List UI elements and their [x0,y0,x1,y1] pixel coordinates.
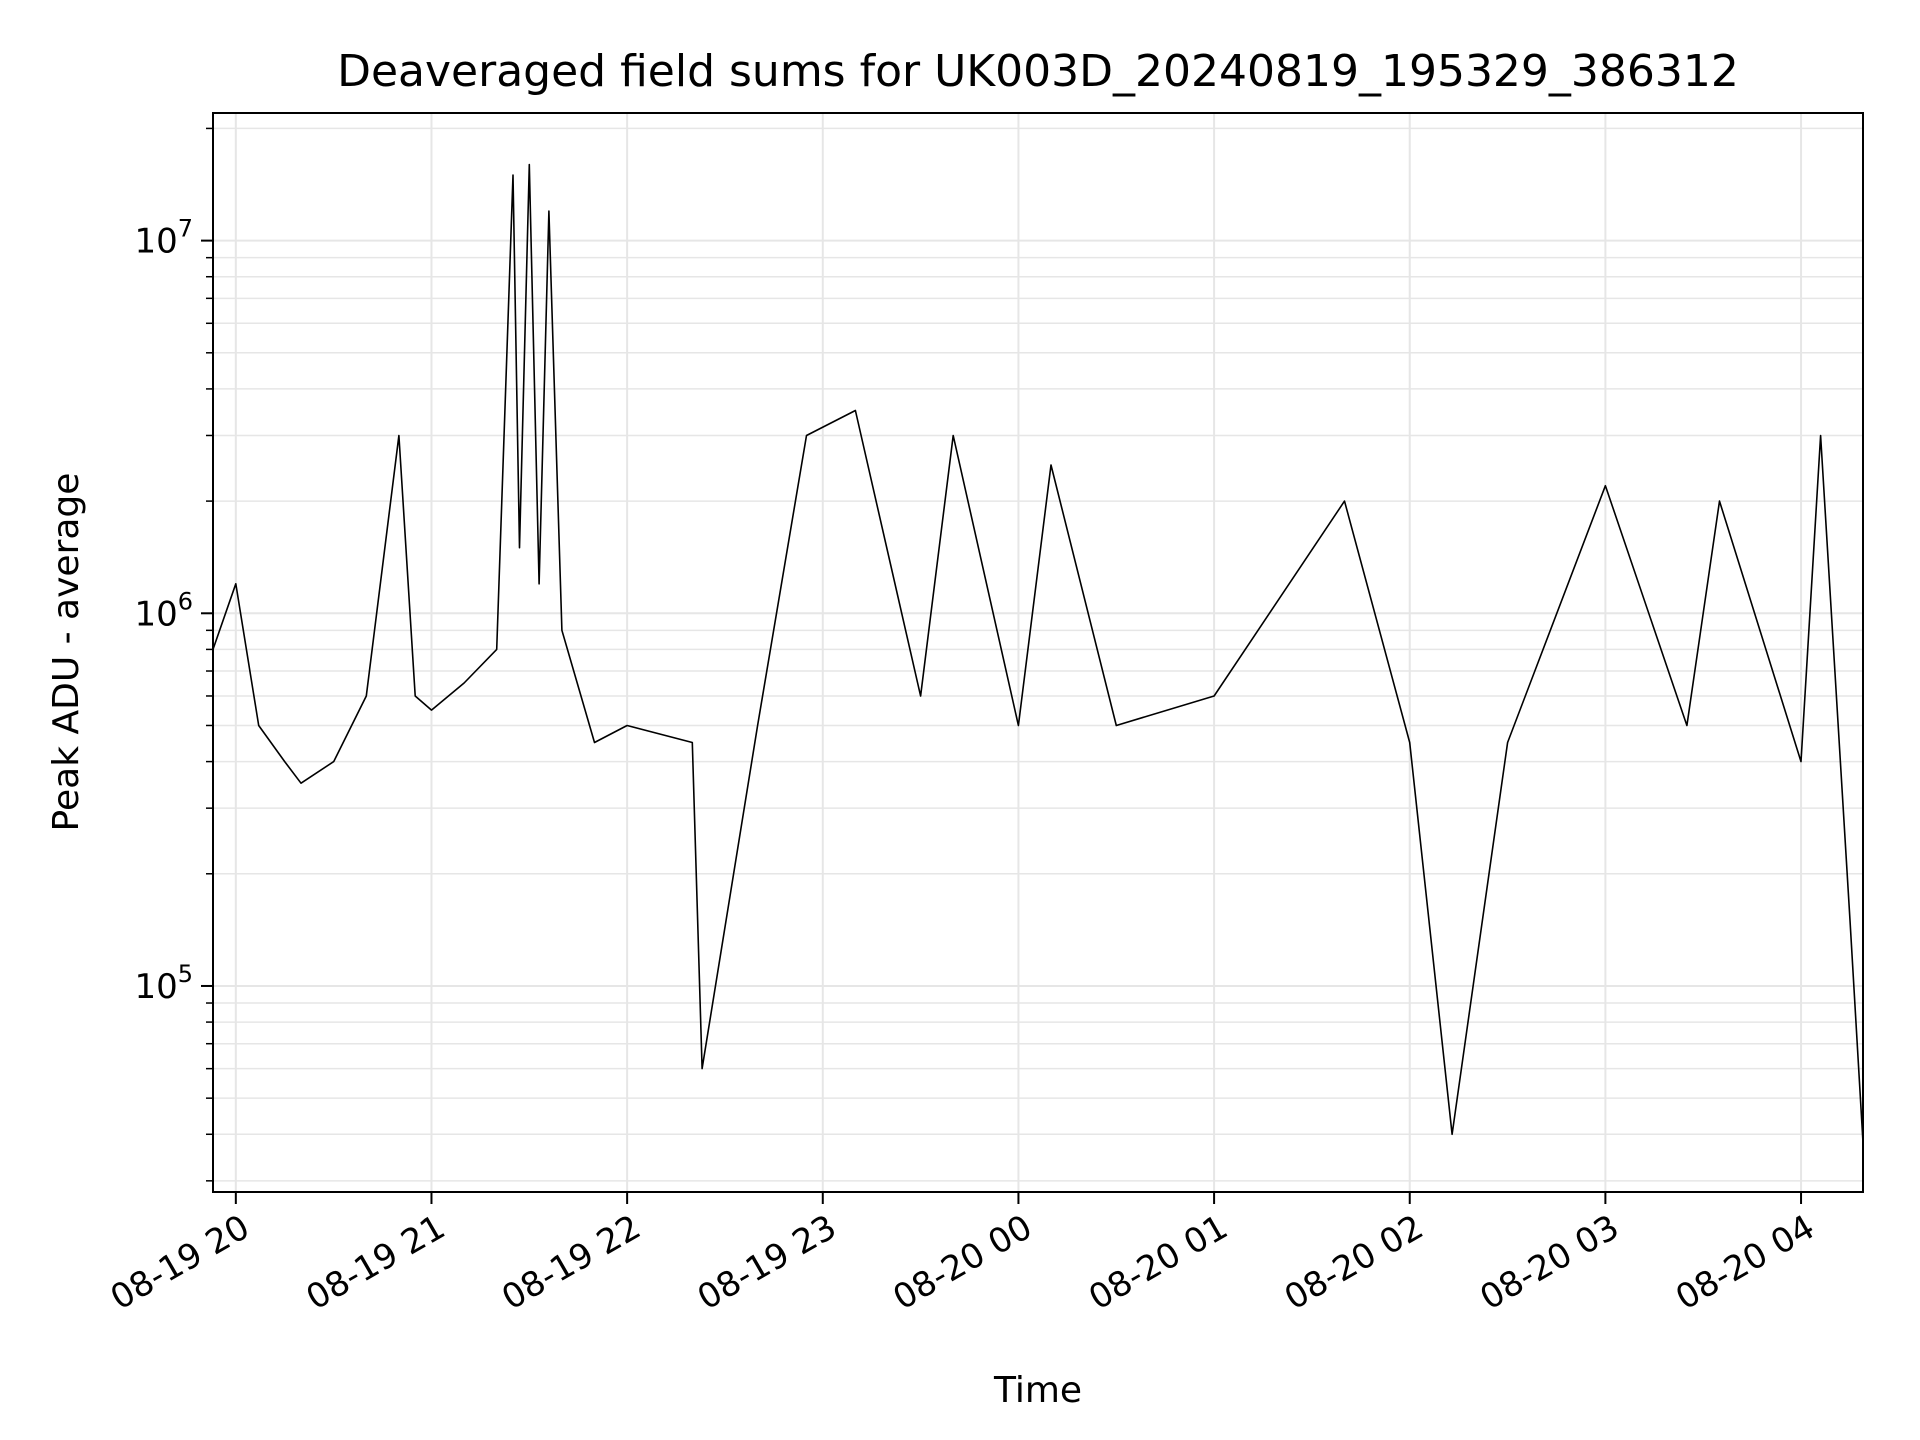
y-tick-label: 106 [134,587,193,634]
y-ticks: 105 106 107 [134,127,213,1182]
plot-background [213,113,1863,1192]
x-tick-label: 08-20 02 [1278,1207,1430,1318]
plot-frame [212,112,1864,1193]
x-tick-label: 08-20 00 [887,1207,1039,1318]
grid [213,113,1863,1192]
x-axis-label: Time [993,1370,1082,1411]
x-tick-label: 08-19 22 [495,1207,647,1318]
chart-title: Deaveraged field sums for UK003D_2024081… [337,46,1739,97]
y-tick-label: 105 [134,960,193,1007]
x-tick-label: 08-19 21 [300,1207,452,1318]
x-tick-label: 08-20 04 [1669,1207,1821,1318]
series-line [212,163,1864,1143]
x-tick-label: 08-20 03 [1473,1207,1625,1318]
y-tick-label: 107 [134,215,193,262]
x-tick-label: 08-19 23 [691,1207,843,1318]
x-tick-label: 08-20 01 [1082,1207,1234,1318]
series-group [212,163,1864,1143]
x-tick-label: 08-19 20 [104,1207,256,1318]
y-axis-label: Peak ADU - average [46,473,87,832]
x-ticks: 08-19 20 08-19 21 08-19 22 08-19 23 08-20 00… [104,1192,1822,1318]
